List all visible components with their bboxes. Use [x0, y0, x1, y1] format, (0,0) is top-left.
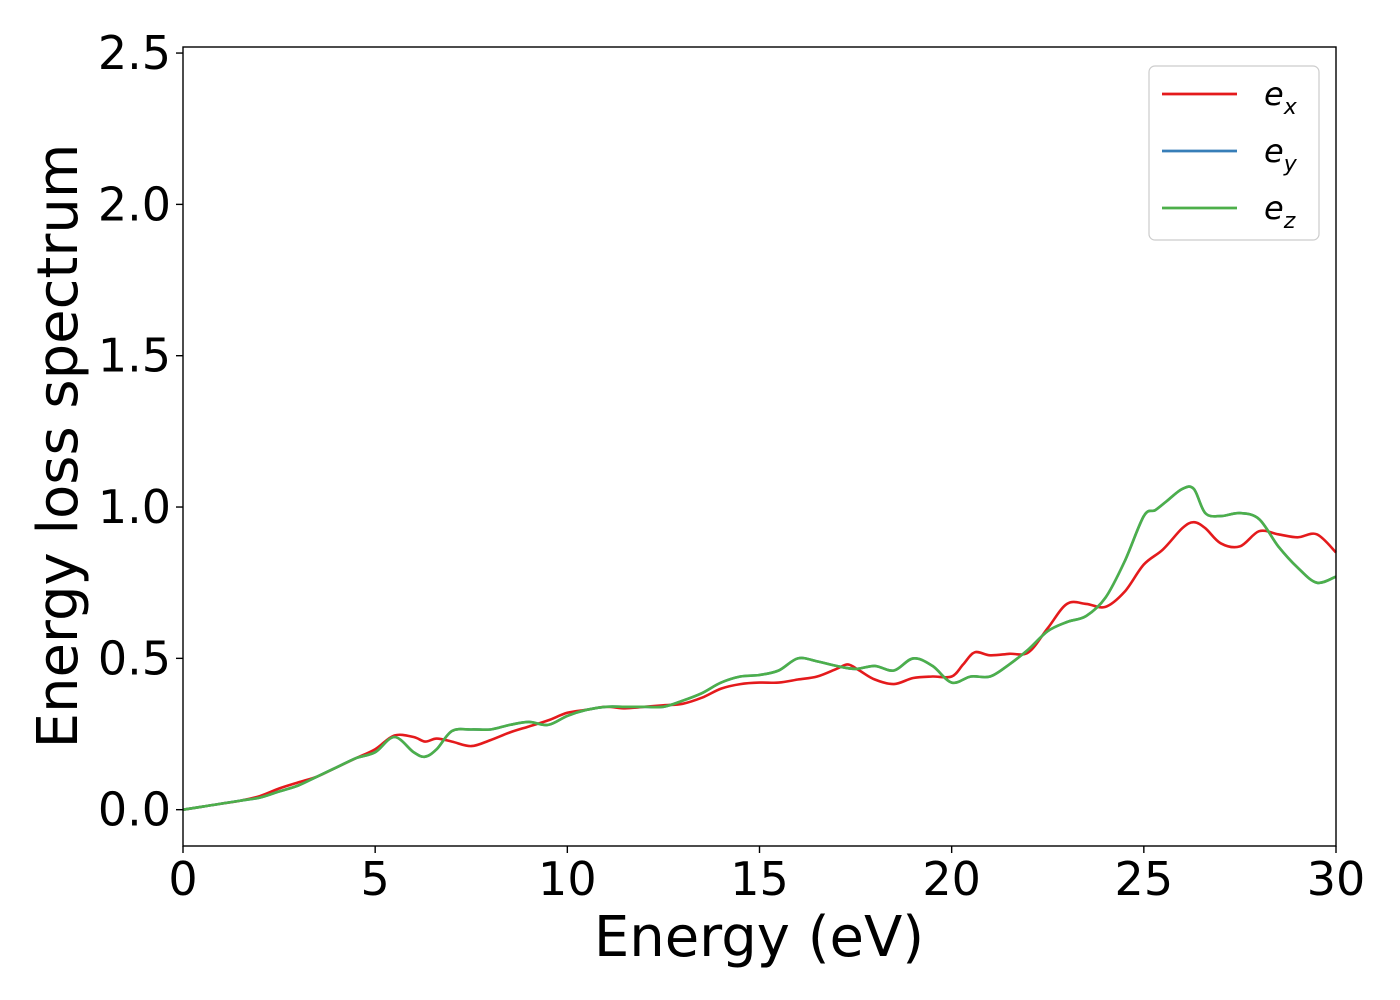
legend: ex ey ez	[1148, 65, 1320, 241]
y-axis-title: Energy loss spectrum	[26, 144, 91, 749]
series-line-y	[182, 485, 1337, 811]
legend-label-x: ex	[1264, 75, 1298, 120]
x-tick-label: 15	[730, 852, 789, 906]
x-tick-label: 0	[168, 852, 197, 906]
y-tick-label: 0.0	[98, 783, 171, 837]
y-tick-label: 0.5	[98, 631, 171, 685]
series-layer	[182, 485, 1337, 811]
legend-box	[1148, 65, 1320, 241]
x-axis: 0 5 10 15 20 25 30	[168, 846, 1365, 906]
y-tick-label: 1.5	[98, 329, 171, 383]
legend-label-z: ez	[1264, 189, 1296, 234]
x-tick-label: 10	[538, 852, 597, 906]
legend-label-y: ey	[1264, 132, 1298, 177]
series-line-x	[182, 520, 1337, 811]
y-tick-label: 1.0	[98, 480, 171, 534]
x-tick-label: 5	[361, 852, 390, 906]
x-tick-label: 30	[1307, 852, 1366, 906]
x-tick-label: 25	[1115, 852, 1174, 906]
y-tick-label: 2.0	[98, 177, 171, 231]
x-axis-title: Energy (eV)	[594, 905, 924, 970]
x-tick-label: 20	[922, 852, 981, 906]
y-axis: 0.0 0.5 1.0 1.5 2.0 2.5	[98, 26, 183, 837]
y-tick-label: 2.5	[98, 26, 171, 80]
series-line-z	[182, 485, 1337, 811]
